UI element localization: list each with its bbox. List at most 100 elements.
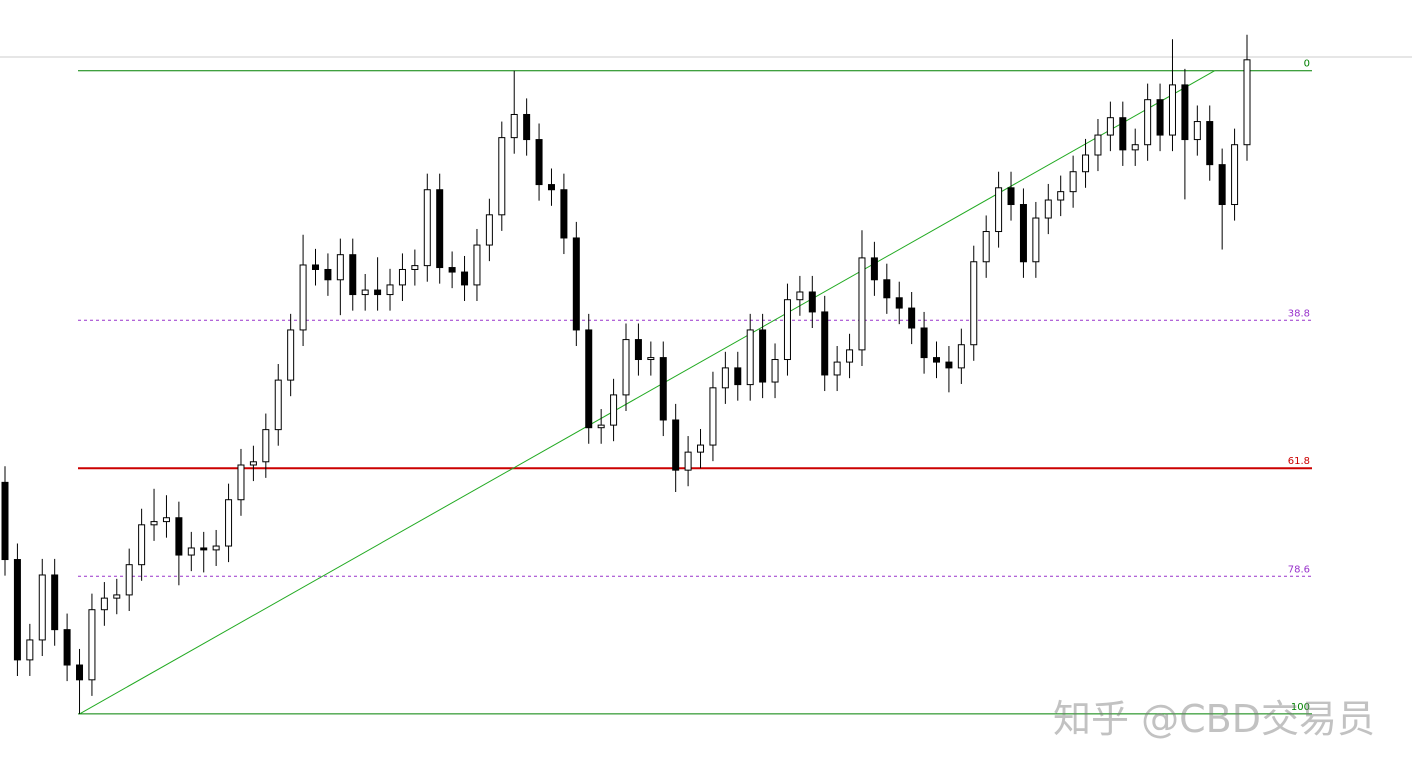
fib-label: 100 xyxy=(1291,702,1310,713)
candle-body xyxy=(1007,187,1015,206)
candle-body xyxy=(88,609,96,681)
candle-body xyxy=(187,547,195,556)
candle-body xyxy=(1119,117,1127,151)
candle-body xyxy=(498,137,506,216)
candle-body xyxy=(1106,117,1114,136)
candle-body xyxy=(461,271,469,286)
candle-body xyxy=(386,284,394,296)
candle-body xyxy=(734,367,742,386)
candle-body xyxy=(113,594,121,599)
candle-body xyxy=(833,361,841,376)
candle-body xyxy=(1231,144,1239,206)
candle-body xyxy=(125,564,133,596)
candle-body xyxy=(933,357,940,363)
candle-body xyxy=(411,265,419,270)
candle-body xyxy=(870,257,878,281)
candle-body xyxy=(336,254,344,281)
candle-body xyxy=(100,597,108,611)
candle-body xyxy=(970,261,978,346)
candle-body xyxy=(510,113,518,139)
candle-body xyxy=(485,214,493,246)
fib-label: 61.8 xyxy=(1288,456,1310,467)
candle-body xyxy=(1243,59,1251,146)
candle-body xyxy=(423,189,431,267)
candle-body xyxy=(1032,217,1040,263)
candle-body xyxy=(858,257,866,351)
candle-body xyxy=(175,517,183,556)
candle-body xyxy=(560,189,568,239)
candle-body xyxy=(262,429,270,463)
candle-body xyxy=(1082,154,1090,173)
candle-body xyxy=(597,424,605,429)
candle-body xyxy=(1206,121,1214,166)
candle-body xyxy=(225,499,233,547)
candle-body xyxy=(212,545,220,551)
candle-body xyxy=(759,329,767,383)
candle-body xyxy=(249,461,257,466)
candle-body xyxy=(697,444,705,453)
candle-body xyxy=(684,451,692,471)
candle-body xyxy=(1193,121,1201,141)
candle-body xyxy=(672,419,680,471)
candle-body xyxy=(808,291,816,313)
candle-body xyxy=(523,113,531,141)
candle-body xyxy=(237,464,245,501)
candle-body xyxy=(13,559,21,661)
candle-body xyxy=(647,357,655,361)
candle-body xyxy=(1181,84,1189,141)
watermark: 知乎 @CBD交易员 xyxy=(1053,697,1375,741)
candle-body xyxy=(448,267,456,273)
candle-body xyxy=(634,339,642,361)
candle-body xyxy=(982,231,990,263)
candle-body xyxy=(398,268,406,286)
candle-body xyxy=(547,184,555,191)
candle-body xyxy=(585,329,593,429)
candle-body xyxy=(995,187,1003,233)
candle-body xyxy=(957,344,965,369)
candle-body xyxy=(51,574,59,631)
trend-line xyxy=(79,70,1215,715)
candle-body xyxy=(26,639,34,661)
candle-body xyxy=(920,327,928,359)
candle-body xyxy=(138,524,146,566)
candle-body xyxy=(746,329,754,386)
candle-body xyxy=(610,394,618,426)
fib-label: 38.8 xyxy=(1288,308,1310,319)
candle-body xyxy=(659,357,667,421)
candle-body xyxy=(200,547,208,551)
candle-body xyxy=(783,299,791,361)
candle-body xyxy=(287,329,295,381)
candle-body xyxy=(150,521,158,526)
candle-body xyxy=(1069,171,1077,193)
candle-body xyxy=(76,664,84,681)
candle-body xyxy=(1044,199,1052,219)
candle-body xyxy=(374,289,382,296)
candle-body xyxy=(535,139,543,186)
candle-body xyxy=(63,629,71,666)
candle-body xyxy=(883,279,891,299)
candle-body xyxy=(162,517,170,523)
candle-body xyxy=(436,189,444,269)
candle-body xyxy=(473,244,481,286)
candle-body xyxy=(1,481,9,561)
candle-body xyxy=(1144,99,1152,146)
candle-body xyxy=(1218,164,1226,206)
candle-body xyxy=(1019,204,1027,263)
candle-body xyxy=(38,574,46,641)
candle-body xyxy=(796,291,804,301)
candle-body xyxy=(572,237,580,331)
fib-label: 0 xyxy=(1304,59,1310,70)
candle-body xyxy=(1094,134,1102,156)
candle-body xyxy=(895,297,903,309)
candle-body xyxy=(274,379,282,431)
candle-body xyxy=(349,254,357,296)
candle-body xyxy=(1131,144,1139,151)
candle-body xyxy=(709,387,717,446)
candle-body xyxy=(821,311,829,376)
candle-body xyxy=(622,339,630,396)
candle-body xyxy=(361,289,369,296)
candle-body xyxy=(312,264,319,270)
candle-body xyxy=(299,264,307,331)
candle-body xyxy=(1156,99,1164,136)
candle-body xyxy=(721,367,729,389)
